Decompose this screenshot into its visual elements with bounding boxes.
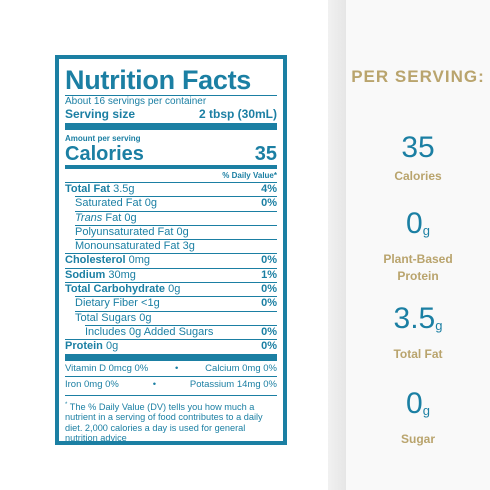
nutrient-name: Total Sugars — [75, 311, 137, 324]
nutrient-row: Protein 0g 0% — [65, 339, 277, 353]
stat-label: Calories — [394, 169, 442, 183]
nutrient-amount: 0g — [176, 225, 189, 238]
nutrient-row: Dietary Fiber <1g 0% — [75, 296, 277, 310]
nutrient-row: Includes 0g Added Sugars 0% — [85, 324, 277, 339]
nutrient-name: Protein — [65, 340, 103, 353]
nutrient-dv: 1% — [261, 268, 277, 281]
nutrient-row: Polyunsaturated Fat 0g — [75, 224, 277, 239]
nutrient-amount: 0g — [144, 197, 157, 210]
nutrient-amount: <1g — [141, 297, 160, 310]
nutrient-name: Monounsaturated Fat — [75, 240, 180, 253]
calories-value: 35 — [254, 143, 277, 165]
nutrient-name: Cholesterol — [65, 254, 126, 267]
stat-label: Plant-Based Protein — [383, 252, 453, 283]
servings: About 16 servings per container — [65, 95, 277, 108]
vitamin: Calcium 0mg 0% — [205, 362, 277, 374]
nutrient-row: Saturated Fat 0g 0% — [75, 196, 277, 210]
vitamin: Potassium 14mg 0% — [189, 378, 277, 390]
nutrient-dv: 0% — [261, 325, 277, 338]
stat-label: Total Fat — [393, 347, 443, 361]
nutrient-name: Polyunsaturated Fat — [75, 225, 174, 238]
nutrient-name: Sodium — [65, 268, 106, 281]
serving-size: Serving size 2 tbsp (30mL) — [65, 108, 277, 121]
nutrient-row: Total Fat 3.5g 4% — [65, 182, 277, 196]
vitamin: Iron 0mg 0% — [65, 378, 119, 390]
separator: • — [175, 362, 179, 374]
stat-value: 35 — [346, 132, 490, 164]
nutrient-name: Includes 0g Added Sugars — [85, 325, 214, 338]
amount-per-serving: Amount per serving — [65, 134, 141, 143]
nutrient-amount: 3g — [182, 240, 195, 253]
divider — [328, 0, 346, 490]
stat-number: 35 — [401, 131, 435, 164]
stat-number: 3.5 — [393, 302, 436, 335]
serving-size-label: Serving size — [65, 107, 136, 121]
serving-size-value: 2 tbsp (30mL) — [198, 107, 277, 121]
nutrition-label: Nutrition Facts About 16 servings per co… — [55, 55, 287, 445]
footnote: * The % Daily Value (DV) tells you how m… — [65, 394, 277, 444]
nutrient-row: Monounsaturated Fat 3g — [75, 239, 277, 253]
nutrient-amount: 30mg — [108, 268, 136, 281]
stat-value: 0g — [346, 388, 490, 427]
footnote-text: The % Daily Value (DV) tells you how muc… — [65, 401, 263, 444]
stat-value: 0g — [346, 208, 490, 247]
stat: 0g Sugar — [346, 388, 490, 448]
footnote-mark: * — [65, 401, 68, 408]
stat-label: Sugar — [400, 432, 435, 446]
nutrient-name: Trans — [75, 211, 103, 224]
vitamin-row: Vitamin D 0mcg 0% • Calcium 0mg 0% — [65, 361, 277, 376]
stat-number: 0 — [406, 207, 423, 240]
nutrient-name: Saturated Fat — [75, 197, 142, 210]
nutrient-row: Cholesterol 0mg 0% — [65, 253, 277, 267]
stat: 0g Plant-Based Protein — [346, 208, 490, 285]
nutrient-name: Dietary Fiber — [75, 297, 138, 310]
stat-unit: g — [435, 318, 443, 333]
per-serving-panel: PER SERVING: 35 Calories 0g Plant-Based … — [346, 0, 490, 490]
stat-unit: g — [422, 403, 430, 418]
nutrient-row: Total Sugars 0g — [75, 310, 277, 325]
nutrient-name: Total Fat — [65, 183, 111, 195]
separator: • — [152, 378, 157, 390]
nutrient-dv: 0% — [261, 254, 277, 267]
medium-rule — [65, 165, 277, 169]
nutrient-amount: 0g — [139, 311, 152, 324]
nutrient-row: Total Carbohydrate 0g 0% — [65, 282, 277, 296]
label-title: Nutrition Facts — [65, 65, 252, 95]
vitamin-row: Iron 0mg 0% • Potassium 14mg 0% — [65, 375, 277, 392]
stat: 3.5g Total Fat — [346, 303, 490, 363]
thick-rule — [65, 123, 277, 130]
nutrient-amount: 3.5g — [113, 183, 135, 195]
nutrient-row: Sodium 30mg 1% — [65, 267, 277, 282]
stat-value: 3.5g — [346, 303, 490, 342]
thick-rule — [65, 353, 277, 361]
stat-number: 0 — [406, 387, 423, 420]
nutrient-dv: 0% — [261, 283, 277, 296]
nutrient-amount: Fat 0g — [105, 211, 137, 224]
nutrient-amount: 0g — [168, 283, 181, 296]
stat-unit: g — [422, 223, 430, 238]
nutrient-dv: 0% — [261, 297, 277, 310]
nutrient-amount: 0mg — [128, 254, 150, 267]
nutrient-row: Trans Fat 0g — [75, 210, 277, 225]
nutrient-dv: 4% — [261, 183, 277, 195]
stat: 35 Calories — [346, 132, 490, 185]
calories: Calories 35 — [65, 143, 277, 165]
nutrient-dv: 0% — [261, 197, 277, 210]
nutrient-dv: 0% — [261, 340, 277, 353]
nutrient-name: Total Carbohydrate — [65, 283, 166, 296]
dv-header: % Daily Value* — [222, 171, 277, 180]
vitamin: Vitamin D 0mcg 0% — [65, 362, 149, 374]
calories-label: Calories — [65, 143, 144, 165]
per-serving-heading: PER SERVING: — [351, 67, 485, 86]
nutrient-amount: 0g — [105, 340, 119, 353]
